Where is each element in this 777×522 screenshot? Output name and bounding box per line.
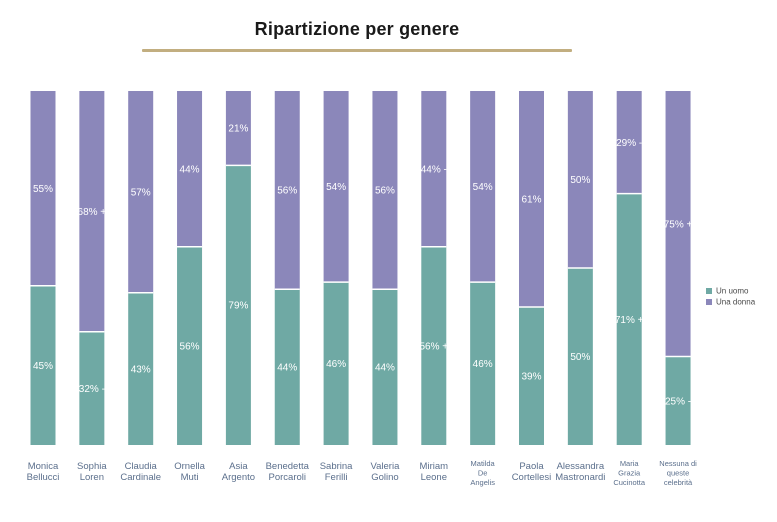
label-donna-8: 44% -: [421, 164, 447, 175]
bar-uomo-0: [30, 285, 56, 445]
label-donna-13: 75% +: [664, 219, 693, 230]
label-donna-11: 50%: [570, 175, 590, 186]
label-donna-12: 29% -: [616, 138, 642, 149]
category-label-1: Sophia Loren: [77, 461, 107, 483]
label-uomo-8: 56% +: [419, 341, 448, 352]
bar-donna-11: [567, 91, 593, 268]
label-donna-6: 54%: [326, 182, 346, 193]
category-label-11: Alessandra Mastronardi: [555, 461, 605, 483]
bar-uomo-4: [225, 165, 251, 445]
bar-donna-0: [30, 91, 56, 286]
label-uomo-2: 43%: [131, 364, 151, 375]
bar-donna-7: [372, 91, 398, 290]
label-uomo-3: 56%: [180, 341, 200, 352]
bar-uomo-11: [567, 268, 593, 445]
label-donna-5: 56%: [277, 186, 297, 197]
bar-donna-9: [470, 91, 496, 283]
bar-uomo-5: [274, 289, 300, 445]
label-donna-7: 56%: [375, 186, 395, 197]
bar-donna-6: [323, 91, 349, 283]
chart-title: Ripartizione per genere: [254, 19, 460, 39]
label-uomo-1: 32% -: [79, 384, 105, 395]
category-label-12: Maria Grazia Cucinotta: [613, 459, 646, 487]
bar-uomo-1: [79, 331, 105, 445]
bar-donna-1: [79, 91, 105, 332]
label-uomo-4: 79%: [228, 301, 248, 312]
category-label-6: Sabrina Ferilli: [320, 461, 353, 483]
bar-uomo-9: [470, 282, 496, 445]
category-label-10: Paola Cortellesi: [512, 461, 552, 483]
bar-donna-2: [128, 91, 154, 293]
label-donna-0: 55%: [33, 184, 53, 195]
label-donna-1: 68% +: [78, 207, 107, 218]
category-label-13: Nessuna di queste celebrità: [659, 459, 697, 487]
label-donna-3: 44%: [180, 164, 200, 175]
legend-label-0: Un uomo: [716, 287, 749, 296]
bar-donna-3: [177, 91, 203, 247]
legend-label-1: Una donna: [716, 298, 756, 307]
category-label-4: Asia Argento: [222, 461, 255, 483]
bars-group: 55% 45% 68% + 32% - 57% 43% 44% 56% 21% 79% 56% 44%…: [30, 91, 693, 445]
bar-uomo-13: [665, 356, 691, 445]
category-label-8: Miriam Leone: [420, 461, 449, 483]
category-label-5: Benedetta Porcaroli: [266, 461, 310, 483]
category-label-7: Valeria Golino: [371, 461, 401, 483]
label-uomo-13: 25% -: [665, 396, 691, 407]
bar-donna-13: [665, 91, 691, 357]
legend: Un uomo Una donna: [706, 287, 756, 307]
bar-uomo-8: [421, 246, 447, 445]
bar-uomo-2: [128, 292, 154, 445]
category-label-3: Ornella Muti: [174, 461, 205, 483]
label-donna-9: 54%: [473, 182, 493, 193]
label-uomo-12: 71% +: [615, 315, 644, 326]
category-label-0: Monica Bellucci: [27, 461, 60, 483]
legend-swatch-1: [706, 299, 712, 305]
bar-donna-12: [616, 91, 642, 194]
bar-donna-4: [225, 91, 251, 166]
label-uomo-11: 50%: [570, 352, 590, 363]
bar-uomo-3: [177, 246, 203, 445]
label-uomo-7: 44%: [375, 363, 395, 374]
label-uomo-6: 46%: [326, 359, 346, 370]
bar-donna-5: [274, 91, 300, 290]
legend-swatch-0: [706, 288, 712, 294]
label-uomo-9: 46%: [473, 359, 493, 370]
label-uomo-10: 39%: [521, 371, 541, 382]
category-labels-group: Monica Bellucci Sophia Loren Claudia Cardinal…: [27, 459, 698, 487]
label-donna-4: 21%: [228, 124, 248, 135]
category-label-9: Matilda De Angelis: [470, 459, 495, 487]
category-label-2: Claudia Cardinale: [120, 461, 161, 483]
bar-donna-8: [421, 91, 447, 247]
bar-donna-10: [519, 91, 544, 307]
bar-uomo-10: [519, 306, 544, 445]
label-uomo-0: 45%: [33, 361, 53, 372]
label-donna-10: 61%: [521, 194, 541, 205]
label-uomo-5: 44%: [277, 363, 297, 374]
label-donna-2: 57%: [131, 187, 151, 198]
bar-uomo-12: [616, 193, 642, 445]
title-underline: [142, 49, 572, 52]
bar-uomo-6: [323, 282, 349, 445]
bar-uomo-7: [372, 289, 398, 445]
